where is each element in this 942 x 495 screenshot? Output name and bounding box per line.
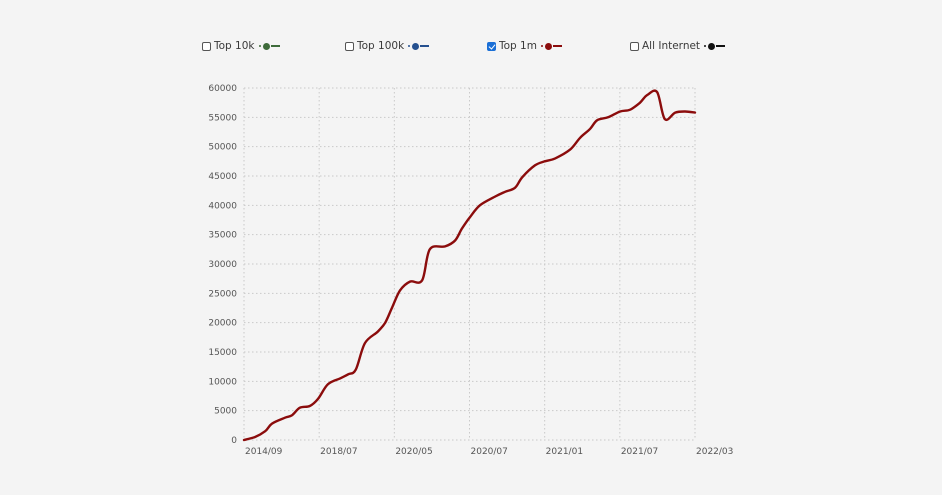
x-axis-tick-label: 2018/07 (320, 447, 357, 457)
legend-checkbox[interactable] (202, 41, 211, 51)
y-axis-tick-label: 30000 (208, 260, 237, 270)
legend-checkbox[interactable] (630, 41, 639, 51)
y-axis-tick-label: 20000 (208, 319, 237, 329)
y-axis-tick-label: 0 (231, 436, 237, 446)
chart-legend: Top 10k Top 100k Top 1m All Internet (0, 40, 942, 54)
y-axis-tick-label: 5000 (214, 407, 237, 417)
series-marker-icon (540, 42, 562, 50)
legend-label: Top 100k (357, 40, 405, 52)
legend-checkbox[interactable] (487, 41, 496, 51)
y-axis-tick-label: 50000 (208, 143, 237, 153)
x-axis-tick-label: 2020/05 (395, 447, 432, 457)
x-axis-tick-label: 2021/07 (621, 447, 658, 457)
legend-item-top-1m[interactable]: Top 1m (487, 40, 562, 52)
y-axis-tick-label: 55000 (208, 113, 237, 123)
y-axis-tick-label: 15000 (208, 348, 237, 358)
y-axis-tick-label: 40000 (208, 201, 237, 211)
grid (243, 87, 696, 441)
legend-label: Top 1m (499, 40, 537, 52)
x-axis-tick-label: 2021/01 (546, 447, 583, 457)
legend-item-all-internet[interactable]: All Internet (630, 40, 726, 52)
series-line-top-1m[interactable] (242, 89, 697, 442)
y-axis-tick-label: 25000 (208, 289, 237, 299)
y-axis-tick-label: 35000 (208, 231, 237, 241)
y-axis-tick-label: 10000 (208, 377, 237, 387)
series-marker-icon (704, 42, 726, 50)
y-axis-tick-label: 45000 (208, 172, 237, 182)
legend-label: All Internet (642, 40, 701, 52)
legend-item-top-10k[interactable]: Top 10k (202, 40, 280, 52)
x-axis-tick-label: 2020/07 (471, 447, 508, 457)
legend-label: Top 10k (214, 40, 255, 52)
x-axis-tick-label: 2022/03 (696, 447, 733, 457)
legend-item-top-100k[interactable]: Top 100k (345, 40, 430, 52)
series-marker-icon (258, 42, 280, 50)
series-marker-icon (408, 42, 430, 50)
legend-checkbox[interactable] (345, 41, 354, 51)
x-axis-tick-label: 2014/09 (245, 447, 283, 457)
y-axis-tick-label: 60000 (208, 84, 237, 94)
